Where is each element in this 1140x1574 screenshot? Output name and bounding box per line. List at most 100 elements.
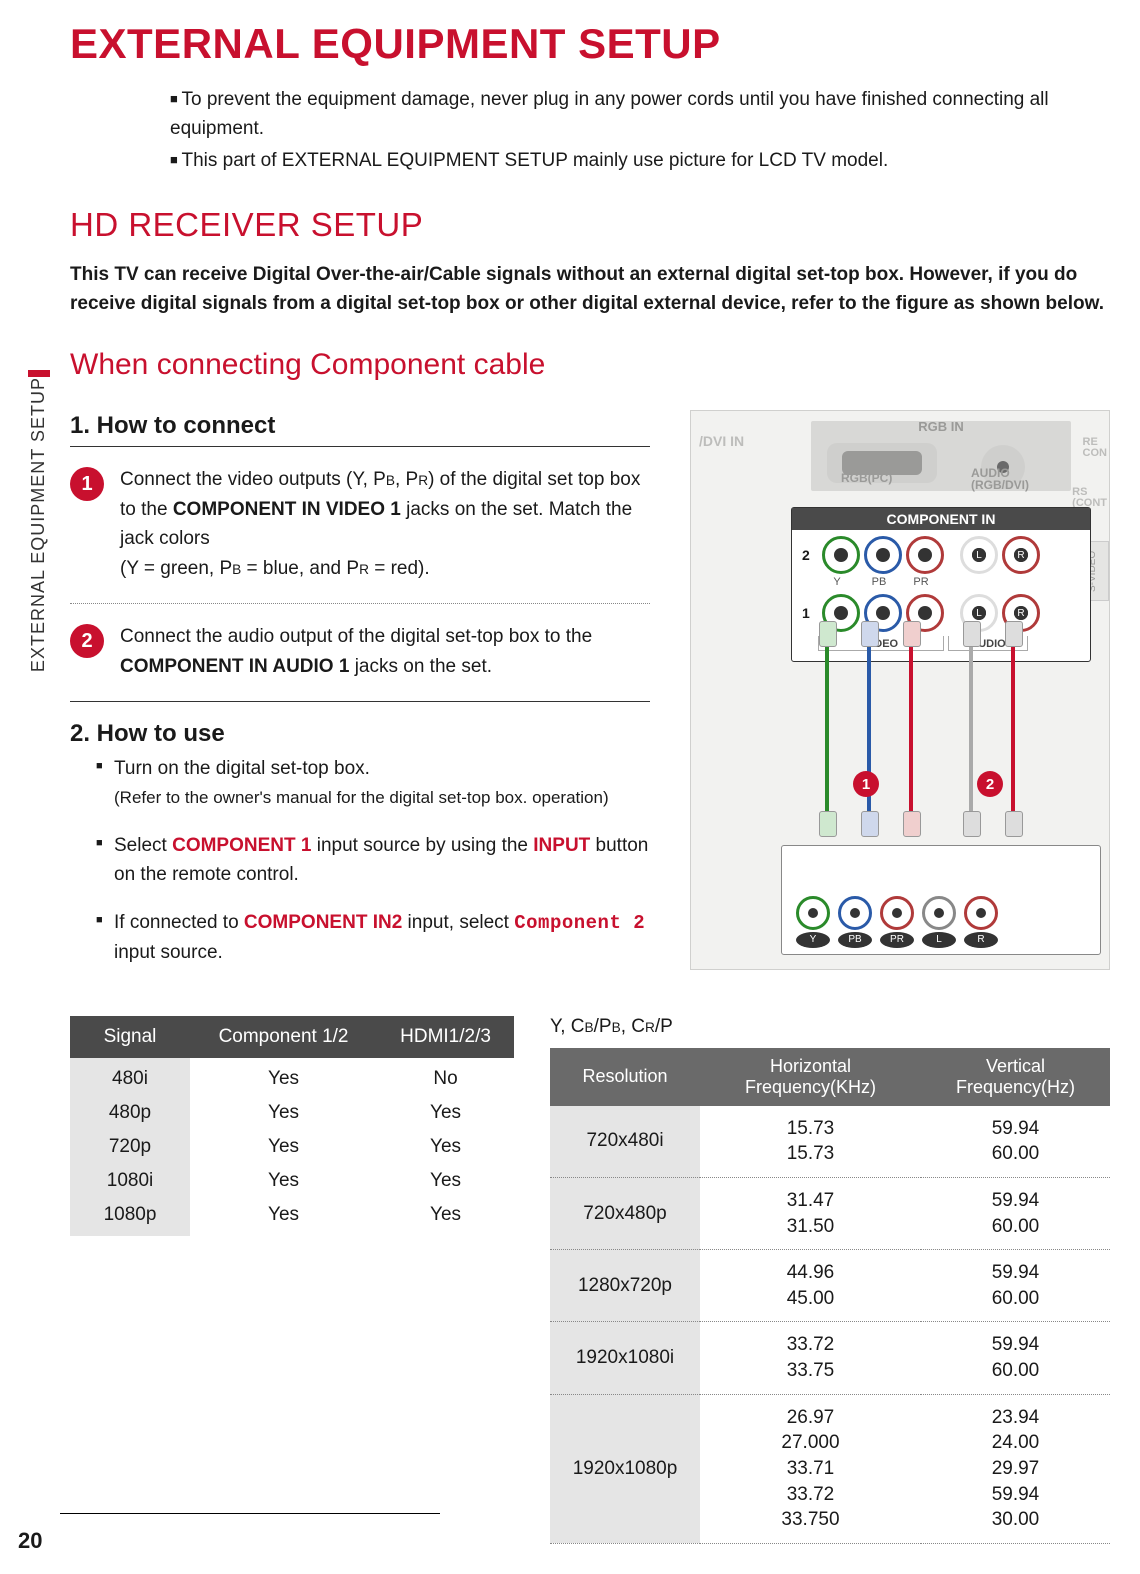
signal-table: Signal Component 1/2 HDMI1/2/3 480iYesNo…: [70, 1016, 514, 1237]
how-to-connect-title: 1. How to connect: [70, 412, 650, 440]
t: , P: [395, 469, 418, 490]
t: Y, C: [550, 1016, 585, 1037]
signal-cell: Yes: [377, 1096, 514, 1130]
signal-cell: 720p: [70, 1130, 190, 1164]
intro-block: To prevent the equipment damage, never p…: [70, 86, 1110, 176]
signal-cell: Yes: [190, 1130, 377, 1164]
freq-h: 44.9645.00: [700, 1250, 921, 1322]
cable-blue-icon: [867, 629, 871, 829]
jack-y-icon: [822, 536, 860, 574]
t: R: [964, 932, 998, 948]
dotted-sep: [70, 603, 650, 604]
freq-h2: Horizontal Frequency(KHz): [700, 1048, 921, 1106]
signal-cell: No: [377, 1058, 514, 1096]
t: input, select: [402, 912, 514, 933]
lbl-pb: PB: [860, 576, 898, 588]
stb-jack-pr-icon: [880, 896, 914, 930]
cable-red-icon: [909, 629, 913, 829]
freq-v: 59.9460.00: [921, 1250, 1110, 1322]
rule-1: [70, 446, 650, 447]
signal-cell: 1080p: [70, 1198, 190, 1237]
sub-pb: B: [386, 473, 395, 488]
page-number: 20: [18, 1528, 42, 1554]
lbl-pr: PR: [902, 576, 940, 588]
signal-h3: HDMI1/2/3: [377, 1016, 514, 1058]
sub-pb2: B: [232, 562, 241, 577]
t: Connect the video outputs (Y, P: [120, 469, 386, 490]
step-badge-2: 2: [70, 624, 104, 658]
step-2-text: Connect the audio output of the digital …: [120, 622, 650, 681]
sidebar-label: EXTERNAL EQUIPMENT SETUP: [28, 377, 49, 682]
t: /P: [655, 1016, 673, 1037]
intro-line-1: To prevent the equipment damage, never p…: [170, 86, 1110, 143]
t: (Refer to the owner's manual for the dig…: [114, 788, 609, 807]
freq-v: 23.9424.0029.9759.9430.00: [921, 1394, 1110, 1543]
use-item-2: Select COMPONENT 1 input source by using…: [96, 831, 650, 890]
instructions-column: 1. How to connect 1 Connect the video ou…: [70, 404, 650, 985]
stb-jack-y-icon: [796, 896, 830, 930]
sub-pr2: R: [359, 562, 369, 577]
bold-comp-in-audio1: COMPONENT IN AUDIO 1: [120, 656, 349, 677]
signal-cell: Yes: [190, 1096, 377, 1130]
stb-labels: Y PB PR L R: [782, 930, 1100, 948]
t: If connected to: [114, 912, 244, 933]
t: input source by using the: [311, 835, 533, 856]
freq-table: Resolution Horizontal Frequency(KHz) Ver…: [550, 1048, 1110, 1544]
t: PB: [838, 932, 872, 948]
component-row-2: 2: [792, 530, 1090, 576]
stb-jacks: [782, 846, 1100, 930]
freq-h: 33.7233.75: [700, 1322, 921, 1394]
hd-receiver-title: HD RECEIVER SETUP: [70, 206, 1110, 244]
lbl-y: Y: [818, 576, 856, 588]
step-badge-1: 1: [70, 467, 104, 501]
use-item-3: If connected to COMPONENT IN2 input, sel…: [96, 908, 650, 968]
red-component2: Component 2: [514, 912, 645, 934]
t: (Y = green, P: [120, 558, 232, 579]
freq-h: 15.7315.73: [700, 1106, 921, 1178]
jack-l-icon: [960, 536, 998, 574]
connect-steps: 1 Connect the video outputs (Y, PB, PR) …: [70, 465, 650, 681]
jack-pr-icon: [906, 536, 944, 574]
t: , C: [621, 1016, 645, 1037]
signal-cell: Yes: [190, 1058, 377, 1096]
freq-v: 59.9460.00: [921, 1106, 1110, 1178]
connect-step-1: 1 Connect the video outputs (Y, PB, PR) …: [70, 465, 650, 583]
red-component-in2: COMPONENT IN2: [244, 912, 402, 933]
t: /P: [594, 1016, 612, 1037]
how-to-use-title: 2. How to use: [70, 720, 650, 748]
freq-v: 59.9460.00: [921, 1322, 1110, 1394]
sub-pr: R: [418, 473, 428, 488]
jack-r-icon: [1002, 536, 1040, 574]
set-top-box: Y PB PR L R: [781, 845, 1101, 955]
t: (RGB/DVI): [971, 478, 1029, 492]
freq-res: 720x480p: [550, 1177, 700, 1249]
t: = red).: [369, 558, 430, 579]
label-re-con: RE CON: [1083, 437, 1107, 459]
freq-h1: Resolution: [550, 1048, 700, 1106]
label-rgb-pc: RGB(PC): [841, 471, 892, 485]
freq-res: 1920x1080p: [550, 1394, 700, 1543]
footer-rule: [60, 1513, 440, 1514]
signal-cell: Yes: [377, 1130, 514, 1164]
connect-step-2: 2 Connect the audio output of the digita…: [70, 622, 650, 681]
page-title: EXTERNAL EQUIPMENT SETUP: [70, 20, 1110, 68]
freq-res: 1280x720p: [550, 1250, 700, 1322]
red-input: INPUT: [533, 835, 590, 856]
label-rgb-in: RGB IN: [811, 419, 1071, 434]
freq-res: 1920x1080i: [550, 1322, 700, 1394]
sidebar-tab: EXTERNAL EQUIPMENT SETUP: [28, 370, 50, 800]
rule-2: [70, 701, 650, 702]
cable-red2-icon: [1011, 629, 1015, 829]
component-jack-labels: Y PB PR: [792, 576, 1090, 588]
signal-cell: Yes: [190, 1198, 377, 1237]
diagram-column: /DVI IN RGB IN RGB(PC) AUDIO (RGB/DVI) R…: [690, 404, 1110, 985]
signal-cell: 480p: [70, 1096, 190, 1130]
stb-jack-pb-icon: [838, 896, 872, 930]
freq-res: 720x480i: [550, 1106, 700, 1178]
t: PR: [880, 932, 914, 948]
label-audio-rgbdvi: AUDIO (RGB/DVI): [971, 467, 1029, 491]
t: = blue, and P: [241, 558, 359, 579]
signal-h2: Component 1/2: [190, 1016, 377, 1058]
t: input source.: [114, 942, 223, 963]
bold-comp-in-video1: COMPONENT IN VIDEO 1: [173, 499, 401, 520]
